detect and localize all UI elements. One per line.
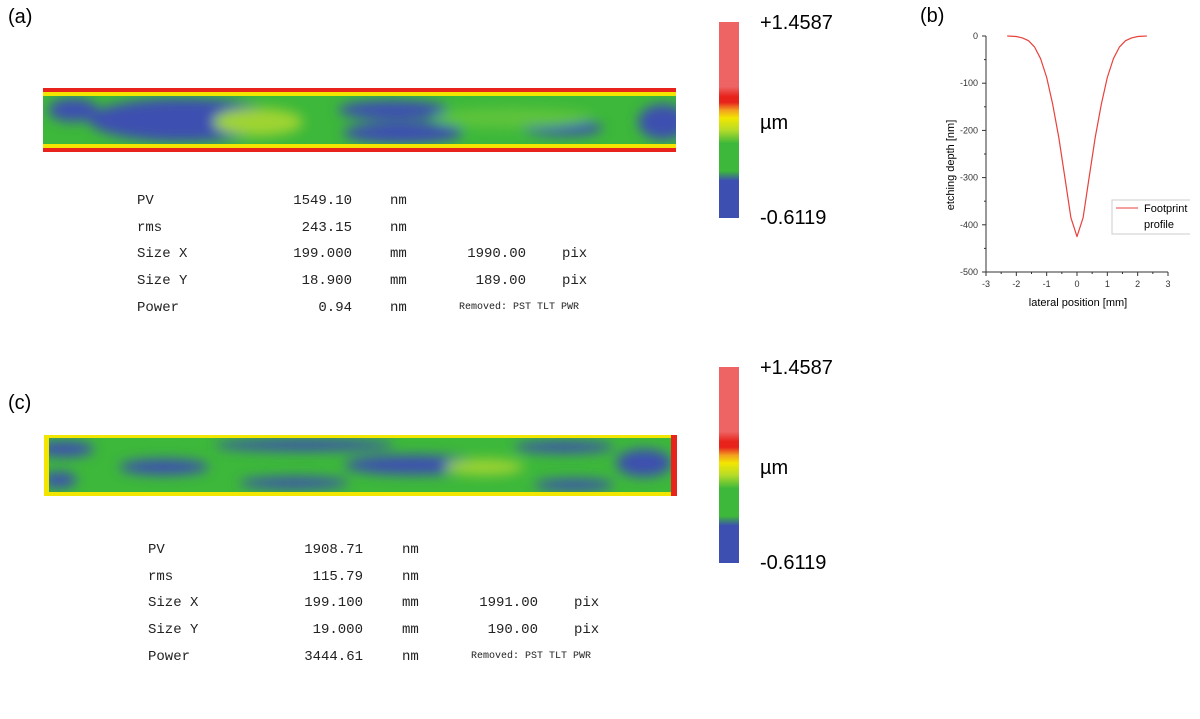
x-tick-label: 2 <box>1135 279 1140 289</box>
colorbar-a <box>719 22 739 218</box>
stat-sizey-name: Size Y <box>148 622 199 638</box>
stat-rms-value: 115.79 <box>312 569 363 585</box>
x-tick-label: 0 <box>1074 279 1079 289</box>
chart-b-panel-label: (b) <box>920 5 944 27</box>
surface-map-a <box>43 88 676 152</box>
stat-sizey-pix-unit: pix <box>574 622 600 638</box>
chart-b-ylabel: etching depth [nm] <box>945 120 957 211</box>
stat-sizex-value: 199.100 <box>304 595 363 611</box>
stat-rms-unit: nm <box>402 569 419 585</box>
x-tick-label: -3 <box>982 279 990 289</box>
stat-sizex-pix-unit: pix <box>562 246 588 262</box>
stat-power-note: Removed: PST TLT PWR <box>471 651 592 662</box>
stat-sizex-value: 199.000 <box>293 246 352 262</box>
stat-power-name: Power <box>148 649 191 665</box>
stat-sizey-pix-value: 190.00 <box>487 622 538 638</box>
chart-b-legend: Footprint profile <box>1111 199 1190 235</box>
stat-rms-unit: nm <box>390 220 407 236</box>
stat-sizex-pix-value: 1990.00 <box>467 246 526 262</box>
panel-c-label: (c) <box>8 392 32 414</box>
stat-power-value: 0.94 <box>318 300 352 316</box>
stat-sizex-unit: mm <box>402 595 419 611</box>
y-tick-label: -500 <box>960 267 978 277</box>
y-tick-label: -200 <box>960 125 978 135</box>
stat-sizex-name: Size X <box>137 246 188 262</box>
legend-label-line-1: Footprint <box>1144 203 1187 215</box>
stat-sizey-value: 19.000 <box>312 622 363 638</box>
stat-sizex-pix-value: 1991.00 <box>479 595 538 611</box>
stat-sizex-name: Size X <box>148 595 199 611</box>
panel-a-label: (a) <box>8 6 33 28</box>
chart-b-xlabel: lateral position [mm] <box>1029 297 1127 309</box>
chart-b: (b) -3 -2 -1 0 1 2 3 0 -100 -200 -300 -400 -500 late… <box>920 5 1190 309</box>
stat-pv-unit: nm <box>402 542 419 558</box>
colorbar-c-unit: µm <box>760 457 789 479</box>
stat-sizey-value: 18.900 <box>301 273 352 289</box>
stat-sizey-name: Size Y <box>137 273 188 289</box>
chart-b-axes: -3 -2 -1 0 1 2 3 0 -100 -200 -300 -400 -500 <box>960 31 1171 289</box>
surface-map-c <box>44 435 677 496</box>
stat-power-unit: nm <box>390 300 407 316</box>
x-tick-label: -2 <box>1012 279 1020 289</box>
x-tick-label: -1 <box>1043 279 1051 289</box>
y-tick-label: -100 <box>960 78 978 88</box>
stat-sizey-unit: mm <box>390 273 407 289</box>
stat-pv-unit: nm <box>390 193 407 209</box>
x-tick-label: 3 <box>1165 279 1170 289</box>
stat-power-name: Power <box>137 300 180 316</box>
colorbar-c-max: +1.4587 <box>760 357 833 379</box>
legend-label-line-2: profile <box>1144 219 1174 231</box>
stat-rms-name: rms <box>137 220 163 236</box>
colorbar-c <box>719 367 739 563</box>
stat-sizex-unit: mm <box>390 246 407 262</box>
y-tick-label: -300 <box>960 173 978 183</box>
colorbar-a-max: +1.4587 <box>760 12 833 34</box>
colorbar-a-unit: µm <box>760 112 789 134</box>
stat-sizey-pix-value: 189.00 <box>475 273 526 289</box>
stat-sizey-unit: mm <box>402 622 419 638</box>
colorbar-a-min: -0.6119 <box>760 207 827 229</box>
x-tick-label: 1 <box>1105 279 1110 289</box>
colorbar-c-min: -0.6119 <box>760 552 827 574</box>
stat-pv-name: PV <box>148 542 165 558</box>
stat-rms-name: rms <box>148 569 174 585</box>
chart-b-series <box>1007 35 1147 238</box>
stat-power-value: 3444.61 <box>304 649 363 665</box>
stat-pv-value: 1549.10 <box>293 193 352 209</box>
stat-sizex-pix-unit: pix <box>574 595 600 611</box>
stat-sizey-pix-unit: pix <box>562 273 588 289</box>
stat-rms-value: 243.15 <box>301 220 352 236</box>
stat-power-unit: nm <box>402 649 419 665</box>
series-line-0 <box>1007 35 1147 238</box>
y-tick-label: -400 <box>960 220 978 230</box>
stat-pv-name: PV <box>137 193 154 209</box>
legend-box <box>1111 199 1190 235</box>
y-tick-label: 0 <box>973 31 978 41</box>
stat-pv-value: 1908.71 <box>304 542 363 558</box>
stat-power-note: Removed: PST TLT PWR <box>459 302 580 313</box>
